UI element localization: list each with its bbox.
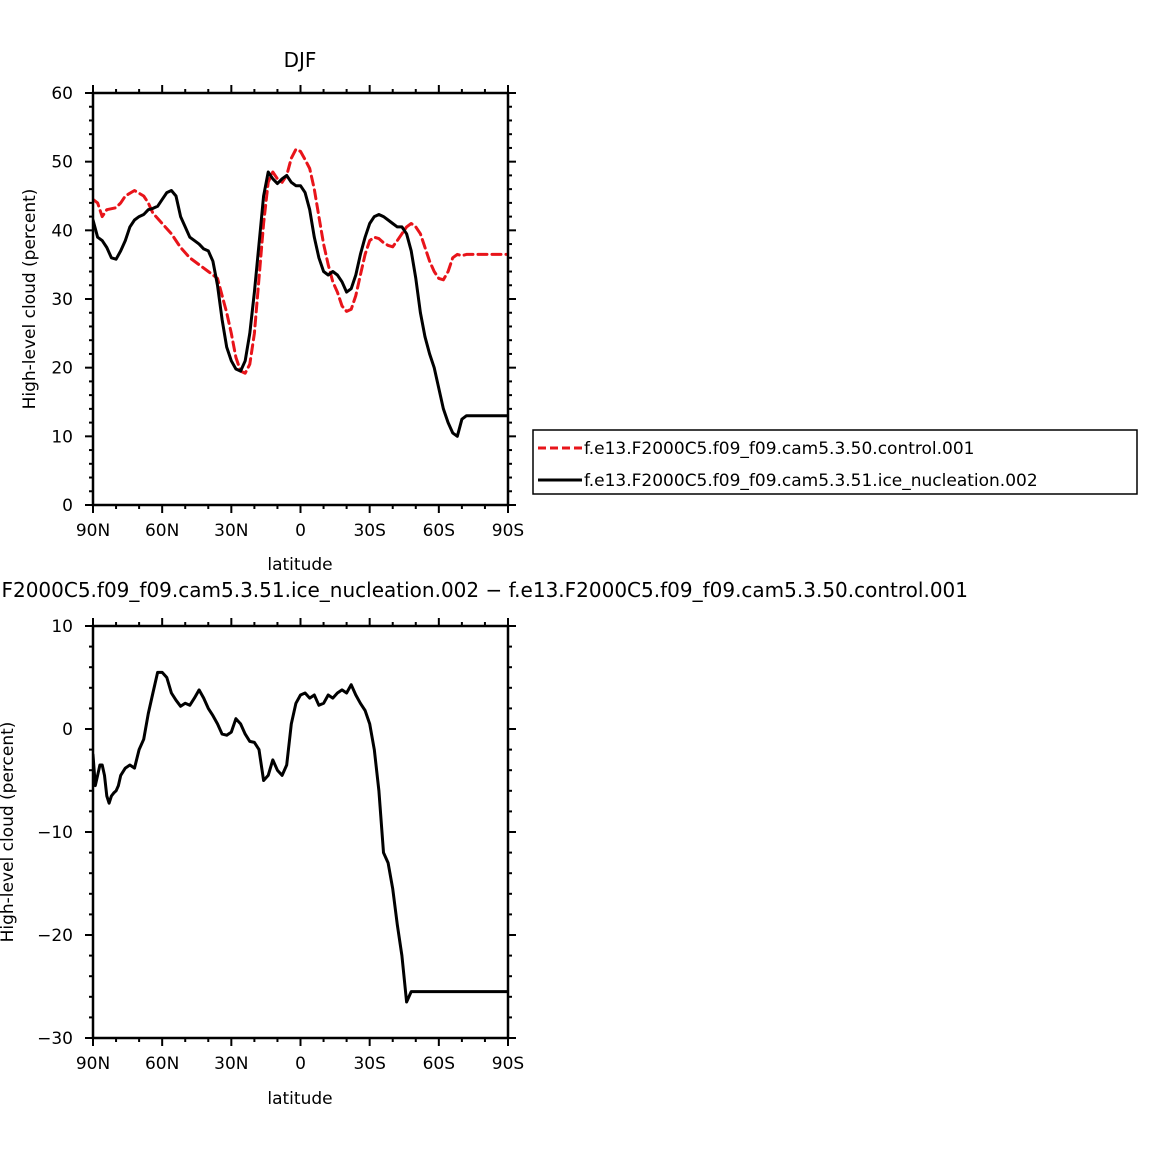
top-series-group xyxy=(93,147,508,438)
bottom-x-tick-label: 0 xyxy=(295,1054,306,1074)
top-chart-title: DJF xyxy=(284,48,317,72)
top-y-tick-label: 40 xyxy=(51,221,73,241)
top-y-tick-label: 20 xyxy=(51,359,73,379)
top-y-tick-label: 10 xyxy=(51,427,73,447)
top-y-tick-label: 60 xyxy=(51,84,73,104)
bottom-y-tick-label: −30 xyxy=(37,1029,73,1049)
bottom-x-axis-label: latitude xyxy=(267,1089,332,1109)
top-plot-frame xyxy=(91,91,510,507)
top-x-tick-label: 30S xyxy=(353,521,385,541)
legend-box xyxy=(532,429,1138,495)
bottom-y-tick-label: 10 xyxy=(51,617,73,637)
bottom-y-axis-label: High-level cloud (percent) xyxy=(0,722,18,943)
top-series-line-0 xyxy=(93,147,508,375)
top-x-tick-label: 60S xyxy=(423,521,455,541)
top-y-axis-label: High-level cloud (percent) xyxy=(20,189,40,410)
bottom-panel: f.e13.F2000C5.f09_f09.cam5.3.51.ice_nucl… xyxy=(0,578,968,1109)
top-y-tick-label: 0 xyxy=(62,496,73,516)
bottom-x-tick-label: 60N xyxy=(145,1054,179,1074)
bottom-x-tick-label: 30N xyxy=(214,1054,248,1074)
top-x-tick-label: 30N xyxy=(214,521,248,541)
top-series-line-1 xyxy=(93,170,508,438)
bottom-y-tick-label: −20 xyxy=(37,926,73,946)
legend-entry-control: f.e13.F2000C5.f09_f09.cam5.3.50.control.… xyxy=(584,439,975,459)
bottom-x-tick-label: 30S xyxy=(353,1054,385,1074)
bottom-ticks: 90N 60N 30N 0 30S 60S 90S −30 −20 −10 0 10 xyxy=(37,617,524,1074)
bottom-y-tick-label: −10 xyxy=(37,823,73,843)
top-y-tick-label: 30 xyxy=(51,290,73,310)
top-panel: DJF 90N 60N 30N 0 30S 60S 90S 0 10 20 30 40 50 60 lat… xyxy=(20,48,524,575)
top-y-tick-label: 50 xyxy=(51,153,73,173)
bottom-series-group xyxy=(93,670,508,1004)
top-x-axis-label: latitude xyxy=(267,555,332,575)
bottom-x-tick-label: 90S xyxy=(492,1054,524,1074)
top-x-tick-label: 60N xyxy=(145,521,179,541)
bottom-y-tick-label: 0 xyxy=(62,720,73,740)
bottom-series-line-0 xyxy=(93,670,508,1004)
bottom-chart-title: f.e13.F2000C5.f09_f09.cam5.3.51.ice_nucl… xyxy=(0,578,968,602)
top-ticks: 90N 60N 30N 0 30S 60S 90S 0 10 20 30 40 50 60 xyxy=(51,84,524,541)
top-x-tick-label: 90N xyxy=(76,521,110,541)
top-x-tick-label: 90S xyxy=(492,521,524,541)
bottom-x-tick-label: 60S xyxy=(423,1054,455,1074)
top-x-tick-label: 0 xyxy=(295,521,306,541)
bottom-x-tick-label: 90N xyxy=(76,1054,110,1074)
legend: f.e13.F2000C5.f09_f09.cam5.3.50.control.… xyxy=(532,429,1138,495)
legend-entry-ice-nucleation: f.e13.F2000C5.f09_f09.cam5.3.51.ice_nucl… xyxy=(584,471,1038,491)
